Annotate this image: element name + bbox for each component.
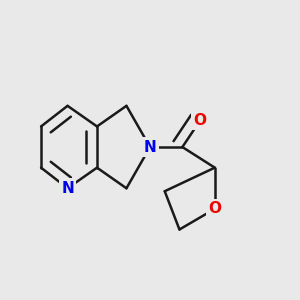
Text: O: O xyxy=(208,201,221,216)
Text: N: N xyxy=(144,140,156,154)
Text: N: N xyxy=(61,181,74,196)
Text: O: O xyxy=(194,113,207,128)
